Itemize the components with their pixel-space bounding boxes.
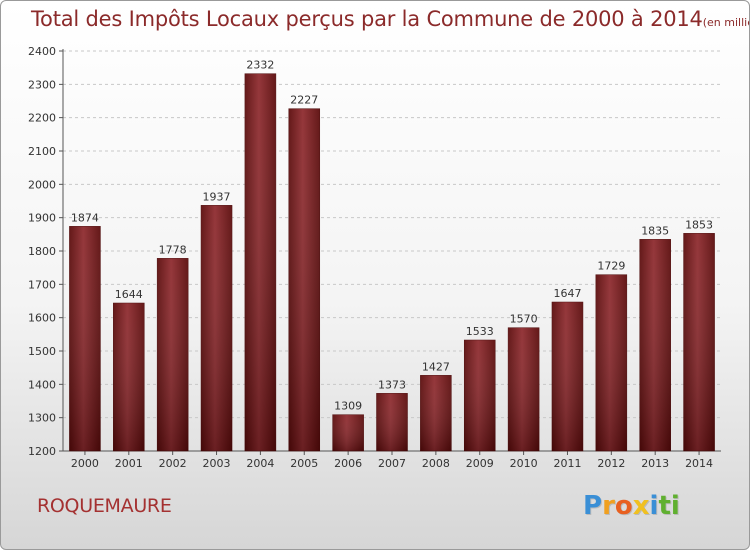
y-tick-label: 2400 (28, 45, 56, 58)
logo-letter: o (614, 491, 633, 521)
value-label: 1570 (510, 313, 538, 326)
x-tick-label: 2008 (422, 457, 450, 470)
bar-shade (508, 327, 540, 451)
logo-letter: i (670, 491, 680, 521)
value-label: 1778 (159, 243, 187, 256)
title-unit: (en milliers d'€) (702, 16, 749, 29)
x-tick-label: 2011 (553, 457, 581, 470)
value-label: 1373 (378, 378, 406, 391)
x-tick-label: 2010 (510, 457, 538, 470)
x-tick-label: 2014 (685, 457, 713, 470)
value-label: 1309 (334, 400, 362, 413)
x-tick-label: 2002 (159, 457, 187, 470)
logo-letter: r (602, 491, 615, 521)
y-tick-label: 1700 (28, 278, 56, 291)
value-label: 1937 (203, 190, 231, 203)
y-tick-label: 1800 (28, 245, 56, 258)
bars (69, 73, 715, 452)
logo-letter: i (649, 491, 659, 521)
logo-letter: P (583, 491, 603, 521)
y-tick-label: 2300 (28, 78, 56, 91)
x-tick-label: 2012 (597, 457, 625, 470)
bar-shade (201, 205, 233, 451)
value-label: 1853 (685, 218, 713, 231)
bar-shade (113, 303, 145, 451)
x-tick-label: 2009 (466, 457, 494, 470)
value-label: 1835 (641, 224, 669, 237)
y-tick-label: 1400 (28, 378, 56, 391)
x-tick-label: 2001 (115, 457, 143, 470)
bar-shade (288, 108, 320, 452)
y-tick-label: 2000 (28, 178, 56, 191)
value-label: 1427 (422, 360, 450, 373)
value-label: 1729 (597, 260, 625, 273)
value-label: 2227 (290, 94, 318, 107)
value-label: 1644 (115, 288, 143, 301)
x-tick-label: 2013 (641, 457, 669, 470)
tick-labels: 1200 1300 1400 1500 1600 1700 1800 1900 2000 2100… (28, 45, 713, 470)
bar-shade (639, 239, 671, 451)
bar-shade (157, 258, 189, 451)
proxiti-logo: Proxiti (583, 491, 680, 521)
chart-title: Total des Impôts Locaux perçus par la Co… (31, 7, 749, 31)
bar-shade (244, 73, 276, 452)
y-tick-label: 1300 (28, 412, 56, 425)
bar-shade (551, 302, 583, 451)
y-tick-label: 1900 (28, 212, 56, 225)
x-tick-label: 2000 (71, 457, 99, 470)
logo-letter: t (658, 491, 671, 521)
value-label: 1647 (553, 287, 581, 300)
bar-shade (332, 414, 364, 451)
value-labels: 1874 1644 1778 1937 2332 2227 1309 1373 1427 1533… (71, 59, 713, 413)
value-label: 1533 (466, 325, 494, 338)
x-tick-label: 2004 (246, 457, 274, 470)
x-tick-label: 2005 (290, 457, 318, 470)
logo-letter: x (632, 491, 650, 521)
title-text: Total des Impôts Locaux perçus par la Co… (31, 7, 703, 31)
y-tick-label: 2100 (28, 145, 56, 158)
bar-shade (420, 375, 452, 451)
x-tick-label: 2006 (334, 457, 362, 470)
y-tick-label: 1600 (28, 312, 56, 325)
bar-shade (595, 274, 627, 451)
commune-name: ROQUEMAURE (37, 495, 172, 517)
y-tick-label: 2200 (28, 112, 56, 125)
value-label: 1874 (71, 211, 99, 224)
y-tick-label: 1200 (28, 445, 56, 458)
bar-shade (683, 233, 715, 451)
x-tick-label: 2007 (378, 457, 406, 470)
x-tick-label: 2003 (203, 457, 231, 470)
y-tick-label: 1500 (28, 345, 56, 358)
bar-shade (69, 226, 101, 451)
bar-shade (464, 340, 496, 451)
value-label: 2332 (246, 59, 274, 72)
bar-shade (376, 393, 408, 451)
